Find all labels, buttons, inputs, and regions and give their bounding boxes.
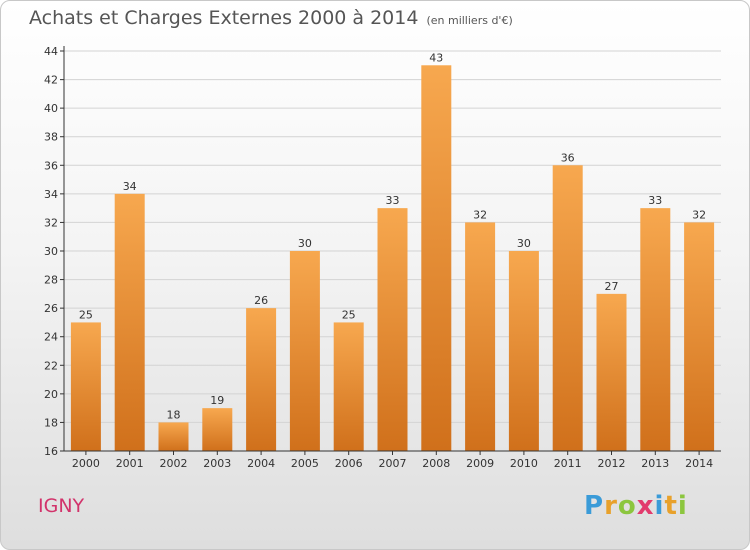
x-tick-label: 2010: [510, 457, 538, 470]
bar-2000: [70, 322, 101, 451]
y-tick-label: 24: [44, 331, 58, 344]
data-label: 25: [79, 308, 93, 321]
y-tick-label: 36: [44, 159, 58, 172]
y-tick-label: 32: [44, 216, 58, 229]
x-tick-label: 2002: [160, 457, 188, 470]
x-tick-label: 2005: [291, 457, 319, 470]
chart-title-block: Achats et Charges Externes 2000 à 2014 (e…: [29, 7, 513, 29]
bar-2010: [508, 251, 539, 451]
x-tick-label: 2001: [116, 457, 144, 470]
bar-2012: [596, 293, 627, 451]
y-tick-label: 38: [44, 131, 58, 144]
data-label: 33: [648, 194, 662, 207]
data-label: 30: [517, 237, 531, 250]
y-tick-label: 16: [44, 445, 58, 458]
data-label: 36: [561, 151, 575, 164]
bar-2002: [158, 422, 189, 451]
bar-2013: [640, 208, 671, 451]
x-tick-label: 2003: [203, 457, 231, 470]
data-label: 19: [210, 394, 224, 407]
x-tick-label: 2000: [72, 457, 100, 470]
x-tick-label: 2004: [247, 457, 275, 470]
data-label: 25: [342, 308, 356, 321]
y-tick-label: 30: [44, 245, 58, 258]
y-tick-label: 20: [44, 388, 58, 401]
town-name: IGNY: [38, 495, 85, 517]
logo-letter: r: [604, 491, 618, 521]
x-tick-label: 2009: [466, 457, 494, 470]
bar-2004: [246, 308, 277, 451]
logo-letter: i: [654, 491, 665, 521]
bar-2003: [202, 408, 233, 451]
data-label: 43: [429, 51, 443, 64]
y-tick-label: 28: [44, 274, 58, 287]
x-tick-label: 2008: [422, 457, 450, 470]
data-label: 18: [167, 408, 181, 421]
bar-2007: [377, 208, 408, 451]
data-label: 26: [254, 294, 268, 307]
bar-2008: [421, 65, 452, 452]
y-tick-label: 18: [44, 416, 58, 429]
data-label: 33: [386, 194, 400, 207]
proxiti-logo: Proxiti: [584, 491, 688, 521]
logo-letter: x: [636, 491, 655, 521]
y-tick-label: 40: [44, 102, 58, 115]
chart-title: Achats et Charges Externes 2000 à 2014: [29, 7, 419, 29]
logo-letter: P: [584, 491, 605, 521]
data-label: 32: [473, 208, 487, 221]
y-tick-label: 34: [44, 188, 58, 201]
logo-letter: i: [677, 491, 688, 521]
y-tick-label: 26: [44, 302, 58, 315]
bar-2014: [684, 222, 715, 451]
x-tick-label: 2012: [598, 457, 626, 470]
x-tick-label: 2014: [685, 457, 713, 470]
x-tick-label: 2006: [335, 457, 363, 470]
bar-2001: [114, 193, 145, 451]
data-label: 34: [123, 180, 137, 193]
bar-2005: [289, 251, 320, 451]
x-tick-label: 2011: [554, 457, 582, 470]
data-label: 32: [692, 208, 706, 221]
y-tick-label: 42: [44, 74, 58, 87]
x-tick-label: 2013: [641, 457, 669, 470]
y-tick-label: 22: [44, 359, 58, 372]
bar-2011: [552, 165, 583, 452]
data-label: 30: [298, 237, 312, 250]
x-tick-label: 2007: [379, 457, 407, 470]
bar-2009: [465, 222, 496, 451]
logo-letter: t: [664, 491, 678, 521]
logo-letter: o: [617, 491, 637, 521]
chart-unit: (en milliers d'€): [426, 14, 513, 27]
bar-2006: [333, 322, 364, 451]
data-label: 27: [605, 280, 619, 293]
y-tick-label: 44: [44, 45, 58, 58]
